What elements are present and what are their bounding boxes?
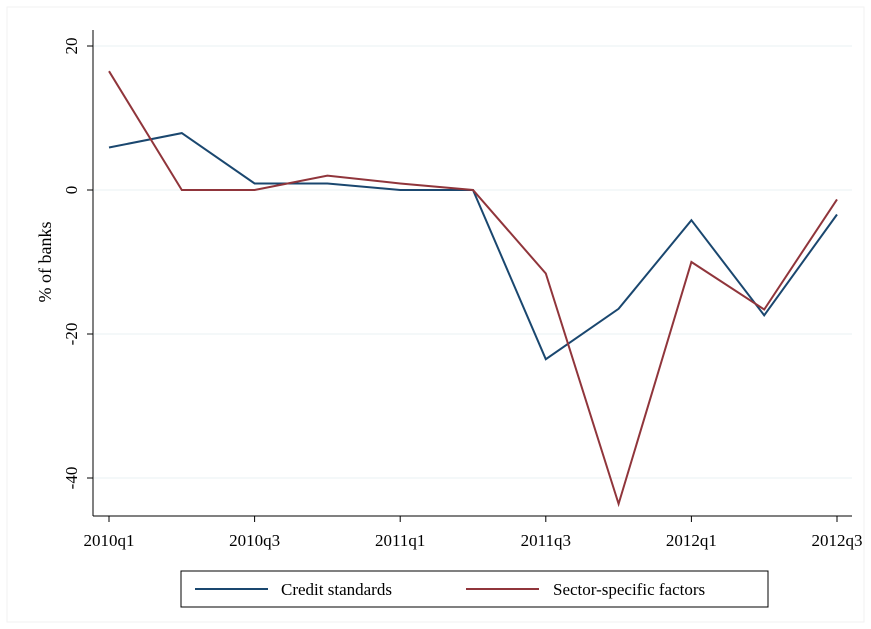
legend-label-credit-standards: Credit standards [281, 580, 392, 599]
axes-layer [92, 30, 852, 517]
x-tick-label: 2012q1 [666, 531, 717, 550]
x-tick-label: 2010q1 [84, 531, 135, 550]
x-tick-label: 2010q3 [229, 531, 280, 550]
x-tick-label: 2011q1 [375, 531, 425, 550]
outer-frame [6, 6, 865, 623]
ticks-layer: 20 0 -20 -40 2010q1 2010q3 2011q1 2011q3 2012q1 2… [62, 38, 863, 551]
x-tick-label: 2011q3 [521, 531, 571, 550]
y-tick-label: 20 [62, 38, 81, 55]
legend: Credit standards Sector-specific factors [180, 570, 769, 608]
x-tick-label: 2012q3 [812, 531, 863, 550]
series-layer [108, 70, 838, 508]
y-axis-title: % of banks [35, 222, 55, 303]
legend-label-sector-specific-factors: Sector-specific factors [553, 580, 705, 599]
series-line-sector-specific-factors [108, 70, 838, 508]
y-tick-label: -20 [62, 323, 81, 346]
y-tick-label: -40 [62, 467, 81, 490]
y-tick-label: 0 [62, 186, 81, 195]
